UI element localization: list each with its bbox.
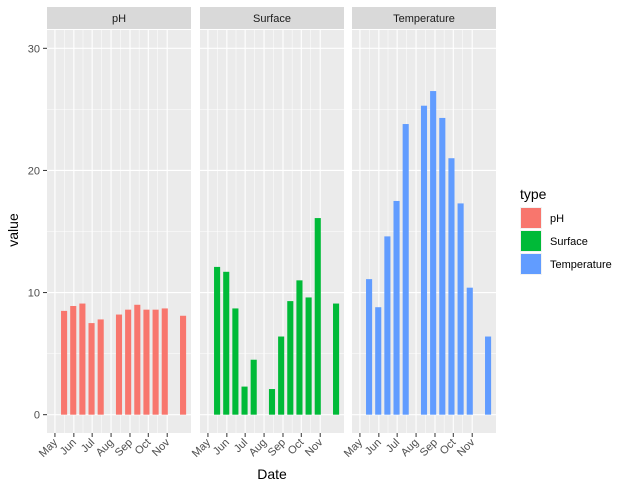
bar <box>457 203 464 415</box>
y-tick-label: 20 <box>28 165 40 177</box>
bar <box>314 218 321 415</box>
bar <box>180 315 187 415</box>
legend-title: type <box>520 186 547 202</box>
bar <box>485 336 492 415</box>
facet-strip-label: Surface <box>253 13 291 25</box>
bar <box>287 301 294 415</box>
bar <box>250 359 257 415</box>
facet-strip-label: pH <box>112 13 126 25</box>
bar <box>115 314 123 415</box>
bar <box>402 124 409 415</box>
bar <box>375 307 382 415</box>
bar <box>125 309 132 415</box>
bar <box>384 236 391 415</box>
legend-key <box>521 208 541 228</box>
bar <box>79 303 86 415</box>
bar <box>88 323 95 415</box>
bar <box>70 305 77 415</box>
bar <box>448 158 455 415</box>
facet-strip-label: Temperature <box>393 13 455 25</box>
bar <box>420 105 428 415</box>
legend: type pH Surface Temperature <box>520 186 612 275</box>
bar <box>439 117 446 415</box>
bar <box>152 309 159 415</box>
bar <box>214 266 221 415</box>
bar <box>232 308 239 415</box>
x-axis-title: Date <box>257 466 287 482</box>
bar <box>143 309 150 415</box>
legend-key <box>521 231 541 251</box>
bar <box>278 336 285 415</box>
y-tick-label: 0 <box>34 410 40 422</box>
facet-strip <box>200 7 344 29</box>
bar <box>223 271 230 415</box>
y-tick-label: 10 <box>28 288 40 300</box>
y-tick-label: 30 <box>28 43 40 55</box>
bar <box>430 91 437 415</box>
bar <box>333 303 340 415</box>
bar <box>241 386 248 415</box>
y-axis-title: value <box>5 213 21 247</box>
bar <box>393 200 400 415</box>
legend-key <box>521 254 541 274</box>
legend-label: Temperature <box>550 259 612 271</box>
bar <box>97 319 104 415</box>
bar <box>161 308 168 415</box>
bar <box>134 304 141 415</box>
bar <box>366 279 373 415</box>
bar <box>268 389 276 415</box>
facet-strip <box>47 7 191 29</box>
bar <box>466 287 473 415</box>
bar <box>305 297 312 415</box>
bar <box>296 280 303 415</box>
bar <box>61 310 68 415</box>
legend-label: Surface <box>550 236 588 248</box>
legend-label: pH <box>550 213 564 225</box>
facet-strip <box>352 7 496 29</box>
